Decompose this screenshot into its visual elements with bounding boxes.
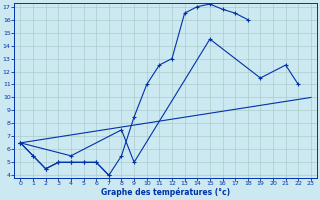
X-axis label: Graphe des températures (°c): Graphe des températures (°c) xyxy=(101,188,230,197)
